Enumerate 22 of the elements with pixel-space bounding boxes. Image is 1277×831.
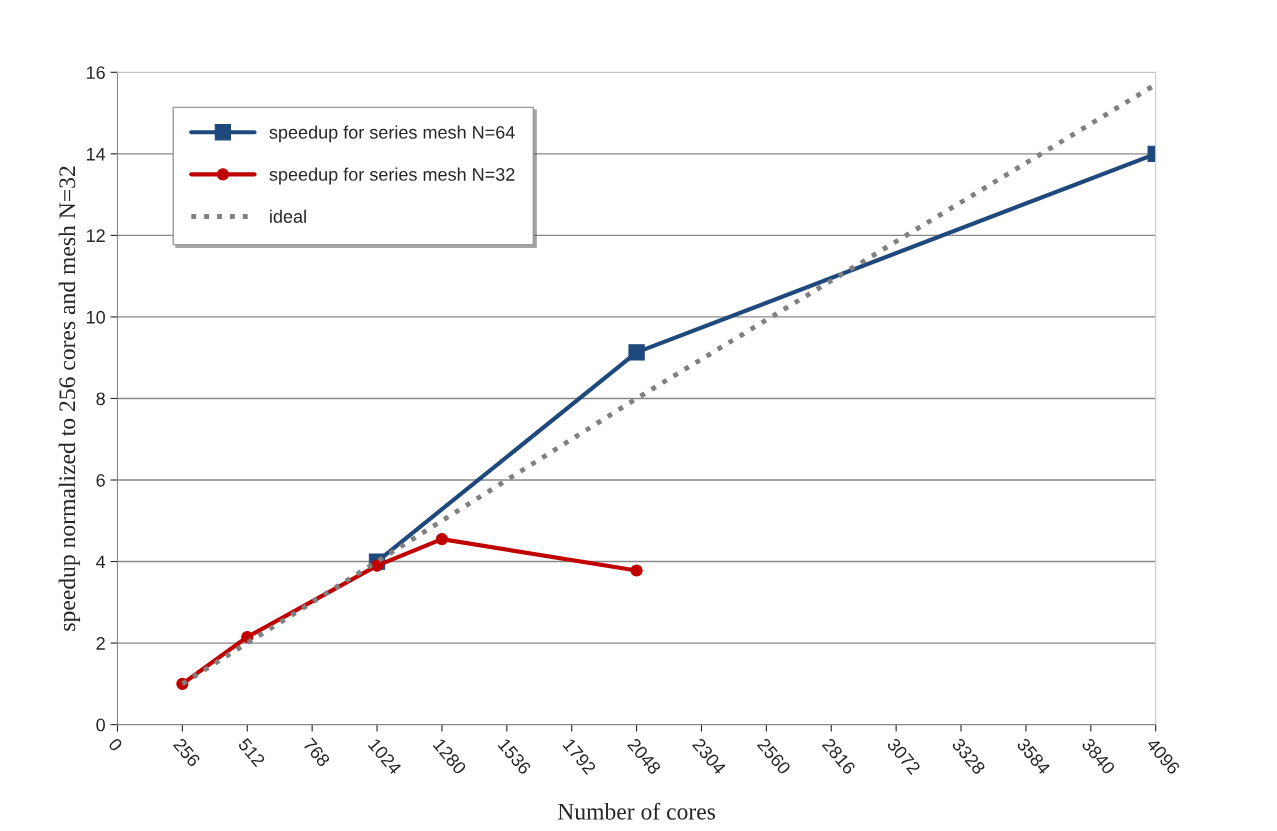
legend-label: speedup for series mesh N=32	[269, 167, 515, 185]
legend-label: speedup for series mesh N=64	[269, 125, 515, 143]
x-tick-label: 512	[237, 737, 266, 768]
point	[370, 559, 384, 572]
y-tick-label: 6	[96, 473, 105, 487]
y-tick-label: 8	[96, 392, 105, 406]
x-tick-label: 768	[302, 737, 331, 768]
y-tick-label: 4	[96, 555, 106, 569]
x-tick-label: 256	[172, 737, 201, 768]
y-tick-label: 16	[86, 66, 105, 80]
x-axis-title: Number of cores	[557, 802, 716, 820]
y-axis-title: speedup normalized to 256 cores and mesh N=32	[58, 166, 81, 631]
y-tick-label: 12	[86, 229, 105, 242]
y-tick-label: 2	[96, 637, 105, 650]
point	[628, 344, 645, 361]
y-tick-label: 10	[86, 310, 105, 324]
point	[435, 533, 448, 546]
point	[630, 564, 643, 577]
y-tick-label: 14	[86, 147, 106, 161]
y-tick-label: 0	[96, 718, 105, 732]
x-tick-label: 0	[107, 737, 124, 753]
legend-label: ideal	[270, 209, 306, 223]
